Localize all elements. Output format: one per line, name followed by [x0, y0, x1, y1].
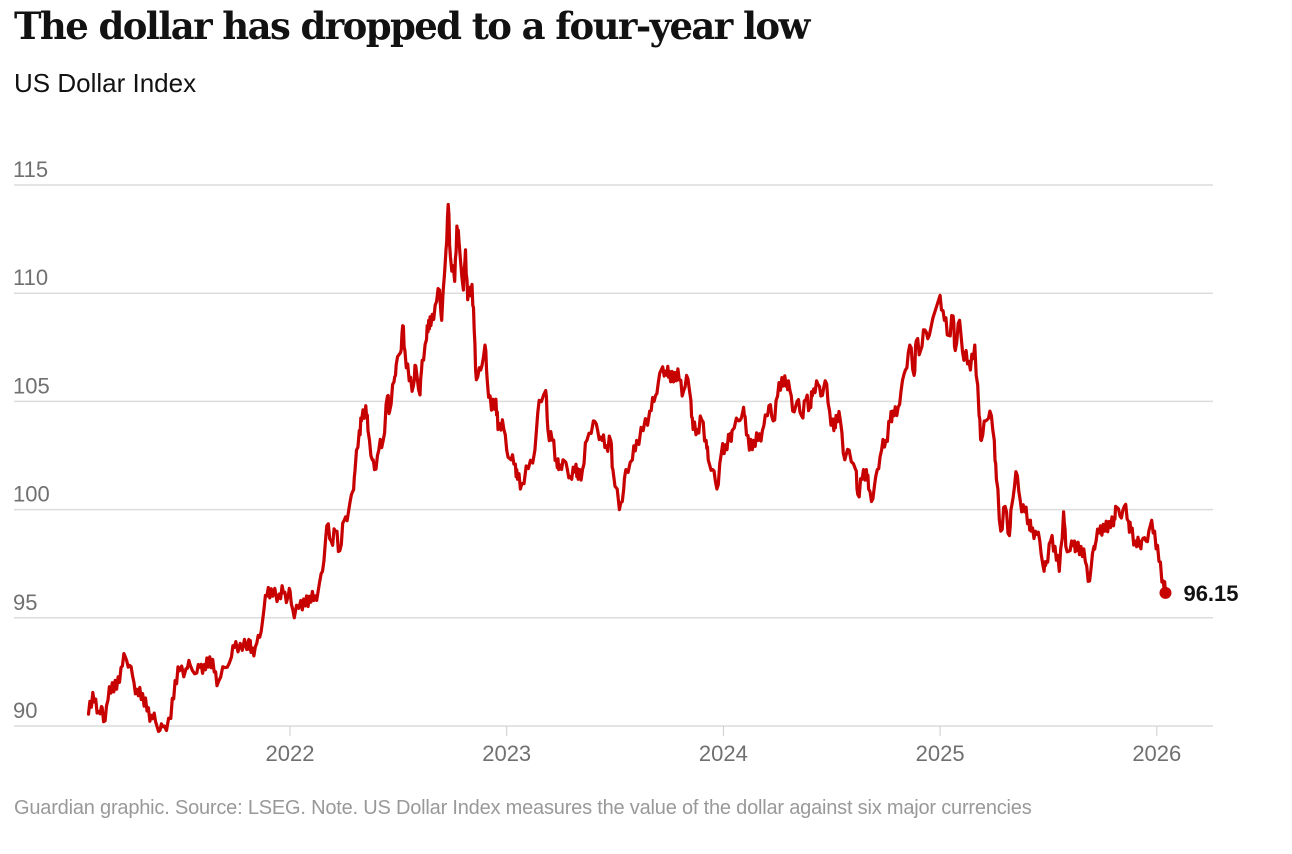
- x-tick-label: 2024: [699, 741, 748, 766]
- x-axis-ticks: 2022 2023 2024 2025 2026: [266, 726, 1181, 766]
- y-tick-label: 100: [13, 482, 50, 507]
- y-tick-label: 110: [13, 265, 48, 290]
- line-chart: 90 95 100 105 110 115 2022 2023 2024 2025 2026 96…: [13, 157, 1239, 766]
- y-tick-label: 95: [13, 590, 37, 615]
- y-tick-label: 105: [13, 373, 50, 398]
- series-line-dollar-index: [86, 202, 1168, 733]
- chart-subtitle: US Dollar Index: [14, 68, 197, 98]
- source-note: Guardian graphic. Source: LSEG. Note. US…: [14, 797, 1032, 819]
- y-axis-ticks: 90 95 100 105 110 115: [13, 157, 50, 723]
- end-value-label: 96.15: [1183, 581, 1238, 606]
- x-tick-label: 2025: [916, 741, 965, 766]
- y-tick-label: 90: [13, 698, 37, 723]
- gridlines: [14, 184, 1213, 727]
- y-tick-label: 115: [13, 157, 48, 182]
- x-tick-label: 2023: [482, 741, 531, 766]
- end-point-marker: [1159, 586, 1172, 599]
- chart-title: The dollar has dropped to a four-year lo…: [14, 4, 810, 48]
- x-tick-label: 2026: [1132, 741, 1181, 766]
- series-layer: 96.15: [86, 202, 1239, 733]
- x-tick-label: 2022: [266, 741, 315, 766]
